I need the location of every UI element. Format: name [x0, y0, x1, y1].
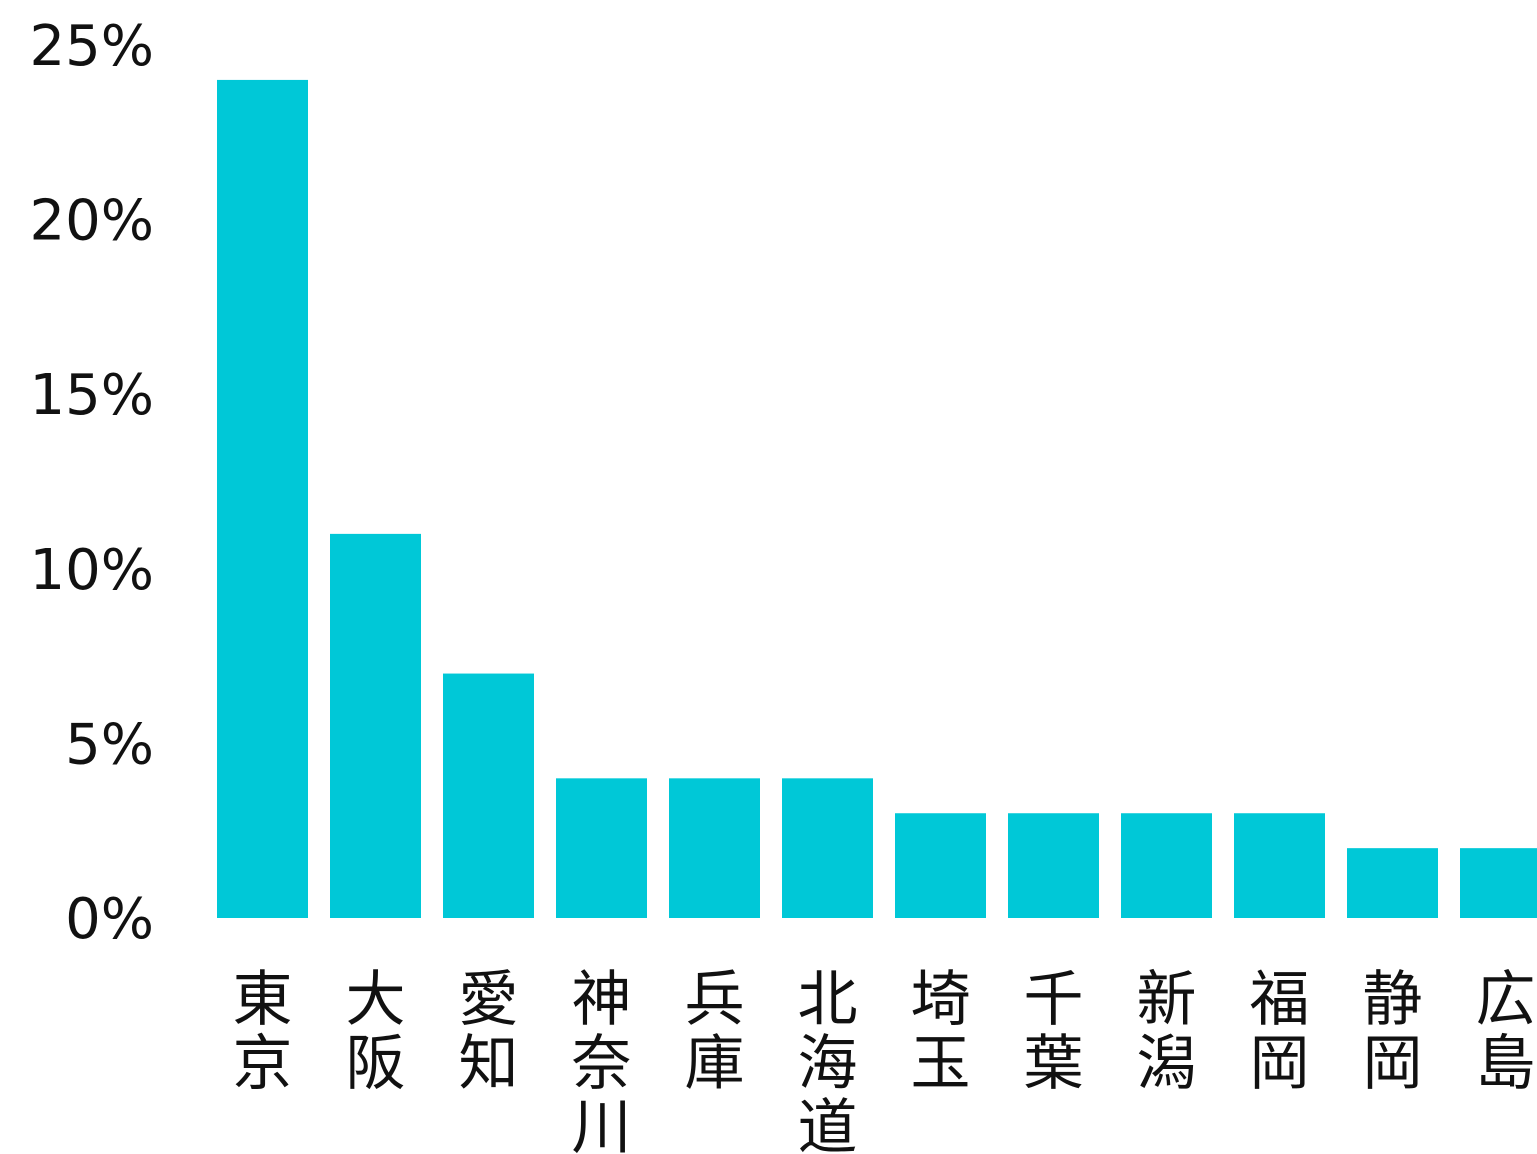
x-category-label-char: 潟 — [1137, 1029, 1197, 1099]
x-category-label: 広島 — [1476, 965, 1536, 1099]
x-category-label-char: 岡 — [1250, 1029, 1310, 1099]
x-category-label: 大阪 — [346, 965, 406, 1099]
x-category-label-char: 埼 — [911, 965, 971, 1035]
bar — [443, 674, 534, 918]
x-category-label: 兵庫 — [685, 965, 745, 1099]
x-category-label-char: 東 — [233, 965, 293, 1035]
y-axis: 0% 5% 10% 15% 20% 25% — [30, 14, 154, 952]
x-category-label: 愛知 — [459, 965, 519, 1099]
x-category-label-char: 神 — [572, 965, 632, 1035]
bar — [895, 813, 986, 918]
x-category-label-char: 広 — [1476, 965, 1536, 1035]
x-category-label: 埼玉 — [911, 965, 971, 1099]
x-category-label-char: 海 — [798, 1029, 858, 1099]
x-category-label-char: 兵 — [685, 965, 745, 1035]
x-category-label-char: 京 — [233, 1029, 293, 1099]
y-tick-label: 0% — [65, 887, 154, 952]
x-category-label-char: 知 — [459, 1029, 519, 1099]
y-tick-label: 10% — [30, 538, 154, 603]
y-tick-label: 5% — [65, 712, 154, 777]
x-category-label-char: 福 — [1250, 965, 1310, 1035]
x-category-label-char: 愛 — [459, 965, 519, 1035]
x-category-label: 静岡 — [1363, 965, 1423, 1099]
x-category-label-char: 千 — [1024, 965, 1084, 1035]
x-category-label-char: 奈 — [572, 1029, 632, 1099]
x-category-label-char: 川 — [572, 1093, 632, 1154]
bar — [1234, 813, 1325, 918]
bar — [1121, 813, 1212, 918]
bar — [217, 80, 308, 918]
x-category-label: 新潟 — [1137, 965, 1197, 1099]
x-category-label-char: 静 — [1363, 965, 1423, 1035]
x-category-label-char: 岡 — [1363, 1029, 1423, 1099]
bar — [1347, 848, 1438, 918]
x-category-label-char: 葉 — [1024, 1029, 1084, 1099]
y-tick-label: 25% — [30, 14, 154, 79]
x-category-label-char: 島 — [1476, 1029, 1536, 1099]
x-category-label: 福岡 — [1250, 965, 1310, 1099]
x-category-label-char: 北 — [798, 965, 858, 1035]
bar — [1008, 813, 1099, 918]
y-tick-label: 20% — [30, 189, 154, 254]
x-category-label-char: 庫 — [685, 1029, 745, 1099]
x-category-label-char: 新 — [1137, 965, 1197, 1035]
x-category-label: 神奈川 — [572, 965, 632, 1154]
x-category-label-char: 玉 — [911, 1029, 971, 1099]
x-category-label: 東京 — [233, 965, 293, 1099]
x-category-label: 北海道 — [798, 965, 858, 1154]
bar — [669, 778, 760, 918]
y-tick-label: 15% — [30, 363, 154, 428]
bars — [217, 80, 1537, 918]
x-category-label-char: 阪 — [346, 1029, 406, 1099]
bar — [782, 778, 873, 918]
bar — [330, 534, 421, 918]
bar — [1460, 848, 1537, 918]
x-category-label-char: 大 — [346, 965, 406, 1035]
bar — [556, 778, 647, 918]
x-category-label: 千葉 — [1024, 965, 1084, 1099]
x-category-label-char: 道 — [798, 1093, 858, 1154]
